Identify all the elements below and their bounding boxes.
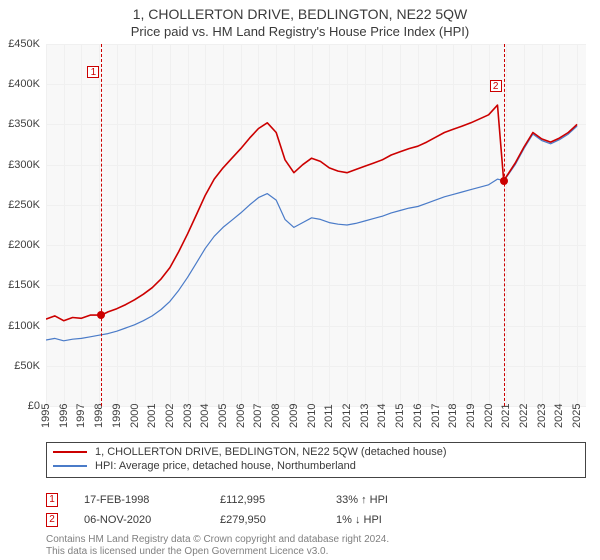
x-tick-label: 2020 [483, 404, 495, 428]
legend-swatch [53, 451, 87, 453]
y-tick-label: £50K [0, 360, 40, 372]
x-tick-label: 2000 [129, 404, 141, 428]
sale-marker-line [504, 44, 505, 406]
y-tick-label: £150K [0, 279, 40, 291]
y-tick-label: £100K [0, 320, 40, 332]
x-tick-label: 2013 [359, 404, 371, 428]
y-tick-label: £400K [0, 78, 40, 90]
x-tick-label: 1998 [93, 404, 105, 428]
y-tick-label: £250K [0, 199, 40, 211]
y-tick-label: £200K [0, 239, 40, 251]
sale-row: 1 17-FEB-1998 £112,995 33% ↑ HPI [46, 490, 586, 510]
x-tick-label: 2012 [341, 404, 353, 428]
x-tick-label: 2004 [199, 404, 211, 428]
x-tick-label: 2023 [536, 404, 548, 428]
x-tick-label: 2009 [288, 404, 300, 428]
y-tick-label: £450K [0, 38, 40, 50]
legend-label: 1, CHOLLERTON DRIVE, BEDLINGTON, NE22 5Q… [95, 446, 447, 458]
x-tick-label: 2008 [270, 404, 282, 428]
sale-point-dot [500, 177, 508, 185]
sale-row-marker: 2 [46, 513, 58, 527]
legend: 1, CHOLLERTON DRIVE, BEDLINGTON, NE22 5Q… [46, 442, 586, 478]
credit-line-1: Contains HM Land Registry data © Crown c… [46, 534, 389, 546]
y-tick-label: £300K [0, 159, 40, 171]
y-tick-label: £0 [0, 400, 40, 412]
sale-row-price: £279,950 [220, 514, 310, 526]
x-tick-label: 2024 [553, 404, 565, 428]
x-tick-label: 2010 [306, 404, 318, 428]
series-price_paid [46, 105, 577, 321]
x-tick-label: 2005 [217, 404, 229, 428]
legend-swatch [53, 465, 87, 467]
chart-subtitle: Price paid vs. HM Land Registry's House … [0, 22, 600, 39]
sale-row-date: 06-NOV-2020 [84, 514, 194, 526]
x-tick-label: 2025 [571, 404, 583, 428]
chart-area: £0£50K£100K£150K£200K£250K£300K£350K£400… [46, 44, 586, 406]
sale-marker-line [101, 44, 102, 406]
sale-row-price: £112,995 [220, 494, 310, 506]
series-svg [46, 44, 586, 406]
x-tick-label: 2021 [500, 404, 512, 428]
legend-row: 1, CHOLLERTON DRIVE, BEDLINGTON, NE22 5Q… [53, 445, 579, 459]
credit-line-2: This data is licensed under the Open Gov… [46, 546, 389, 558]
sale-point-dot [97, 311, 105, 319]
sale-marker-box: 2 [490, 80, 502, 92]
chart-title: 1, CHOLLERTON DRIVE, BEDLINGTON, NE22 5Q… [0, 0, 600, 22]
x-tick-label: 2017 [430, 404, 442, 428]
sale-row-hpi-delta: 33% ↑ HPI [336, 494, 388, 506]
sale-marker-box: 1 [87, 66, 99, 78]
x-tick-label: 2016 [412, 404, 424, 428]
y-tick-label: £350K [0, 118, 40, 130]
x-tick-label: 2006 [235, 404, 247, 428]
x-tick-label: 2014 [376, 404, 388, 428]
sale-row: 2 06-NOV-2020 £279,950 1% ↓ HPI [46, 510, 586, 530]
x-tick-label: 2007 [252, 404, 264, 428]
x-tick-label: 1996 [58, 404, 70, 428]
x-tick-label: 2019 [465, 404, 477, 428]
sale-row-hpi-delta: 1% ↓ HPI [336, 514, 382, 526]
x-tick-label: 2011 [323, 404, 335, 428]
legend-label: HPI: Average price, detached house, Nort… [95, 460, 356, 472]
sale-row-date: 17-FEB-1998 [84, 494, 194, 506]
x-tick-label: 2018 [447, 404, 459, 428]
x-tick-label: 1995 [40, 404, 52, 428]
x-tick-label: 2001 [146, 404, 158, 428]
x-tick-label: 2002 [164, 404, 176, 428]
sale-row-marker: 1 [46, 493, 58, 507]
x-tick-label: 1997 [75, 404, 87, 428]
x-tick-label: 2003 [182, 404, 194, 428]
credit: Contains HM Land Registry data © Crown c… [46, 534, 389, 558]
x-tick-label: 2022 [518, 404, 530, 428]
x-tick-label: 2015 [394, 404, 406, 428]
sale-rows: 1 17-FEB-1998 £112,995 33% ↑ HPI 2 06-NOV-202… [46, 490, 586, 530]
legend-row: HPI: Average price, detached house, Nort… [53, 459, 579, 473]
x-tick-label: 1999 [111, 404, 123, 428]
